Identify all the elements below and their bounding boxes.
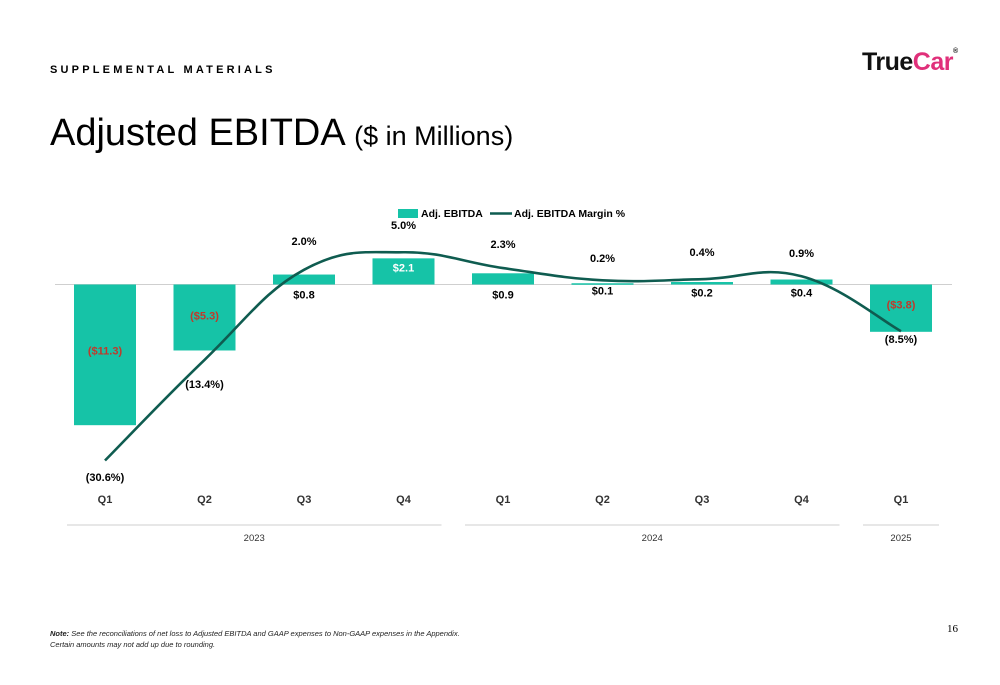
- year-group-label: 2024: [642, 533, 663, 544]
- ebitda-bar: [472, 273, 534, 285]
- x-tick-label: Q1: [98, 494, 113, 506]
- margin-value-label: (30.6%): [86, 472, 125, 484]
- footnote-line-1: See the reconciliations of net loss to A…: [71, 629, 460, 638]
- x-tick-label: Q4: [396, 494, 412, 506]
- logo-car-text: Car: [912, 48, 954, 76]
- page-number: 16: [947, 623, 958, 635]
- x-tick-label: Q1: [894, 494, 909, 506]
- bar-value-label: $0.1: [592, 286, 613, 298]
- ebitda-bar: [372, 258, 435, 285]
- margin-value-label: 5.0%: [391, 220, 416, 232]
- margin-value-label: (8.5%): [885, 334, 918, 346]
- page-title-main: Adjusted EBITDA: [50, 112, 344, 154]
- margin-value-label: 0.4%: [689, 247, 714, 259]
- year-group-label: 2023: [244, 533, 265, 544]
- legend-bar-swatch: [398, 209, 418, 218]
- margin-line: [104, 250, 902, 462]
- logo-registered-mark: ®: [952, 48, 958, 55]
- x-tick-label: Q1: [496, 494, 511, 506]
- year-group-label: 2025: [890, 533, 911, 544]
- bar-value-label: $0.4: [791, 288, 813, 300]
- bar-value-label: ($5.3): [190, 311, 219, 323]
- margin-value-label: 2.0%: [291, 236, 316, 248]
- footnote-label: Note:: [50, 629, 70, 638]
- footnote: Note: See the reconciliations of net los…: [50, 628, 460, 650]
- x-tick-label: Q3: [695, 494, 710, 506]
- ebitda-bar: [571, 283, 634, 285]
- margin-value-label: (13.4%): [185, 379, 224, 391]
- section-label: SUPPLEMENTAL MATERIALS: [50, 64, 276, 76]
- legend-bar-label: Adj. EBITDA: [421, 208, 483, 220]
- ebitda-bar: [74, 284, 136, 426]
- ebitda-bar: [870, 284, 932, 332]
- page-title: Adjusted EBITDA ($ in Millions): [50, 112, 513, 155]
- margin-value-label: 2.3%: [490, 239, 515, 251]
- ebitda-bar: [273, 274, 335, 285]
- truecar-logo: TrueCar®: [862, 48, 958, 77]
- logo-true-text: True: [862, 48, 913, 76]
- bar-value-label: ($11.3): [88, 346, 123, 358]
- x-tick-label: Q3: [297, 494, 312, 506]
- bar-value-label: $0.8: [293, 290, 314, 302]
- margin-value-label: 0.2%: [590, 253, 615, 265]
- bar-value-label: ($3.8): [887, 300, 916, 312]
- x-tick-label: Q2: [595, 494, 610, 506]
- bar-value-label: $2.1: [393, 263, 414, 275]
- x-tick-label: Q2: [197, 494, 212, 506]
- x-tick-label: Q4: [794, 494, 810, 506]
- bar-value-label: $0.2: [691, 288, 712, 300]
- ebitda-bar: [671, 282, 733, 285]
- page-title-sub: ($ in Millions): [354, 121, 514, 151]
- bar-value-label: $0.9: [492, 290, 513, 302]
- ebitda-bar: [770, 279, 833, 285]
- footnote-line-2: Certain amounts may not add up due to ro…: [50, 640, 216, 649]
- margin-value-label: 0.9%: [789, 248, 814, 260]
- legend-line-label: Adj. EBITDA Margin %: [514, 208, 626, 220]
